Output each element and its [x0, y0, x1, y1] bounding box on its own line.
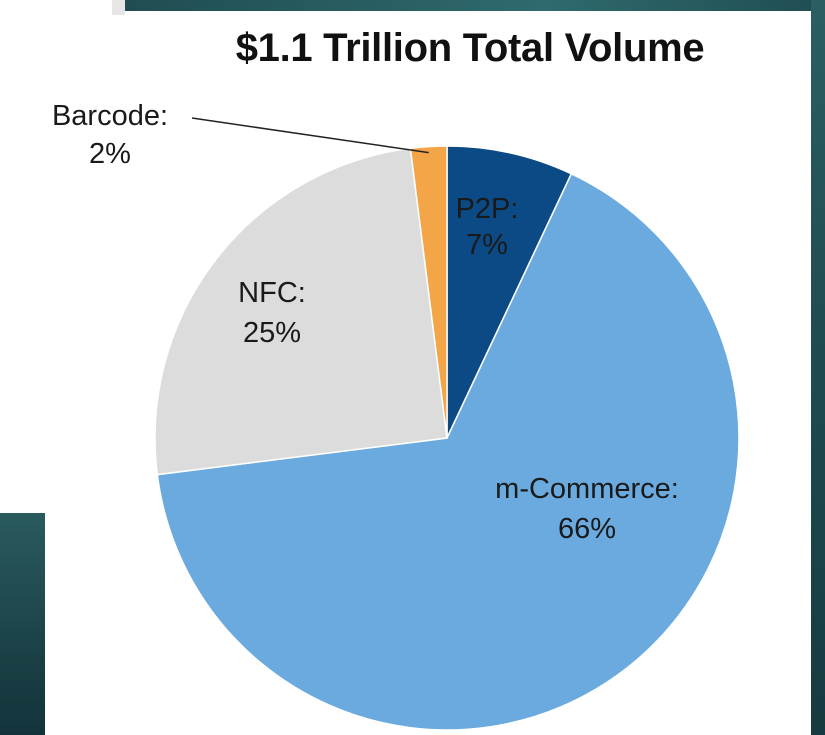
- chart-title: $1.1 Trillion Total Volume: [235, 26, 705, 70]
- pie-labels: P2P: 7% m-Commerce: 66% NFC: 25% Barcode: 2%: [52, 100, 679, 545]
- pie-slice-4: [409, 145, 448, 439]
- slide-edge-top-left: [112, 0, 125, 15]
- slice-percent-4: 2%: [89, 138, 131, 170]
- slide-edge-top: [125, 0, 825, 11]
- slice-label-1: P2P:: [456, 193, 519, 225]
- slice-percent-3: 25%: [243, 317, 301, 349]
- pie-slice-3: [154, 147, 448, 476]
- pie-slice-2: [156, 172, 740, 731]
- slice-percent-2: 66%: [558, 513, 616, 545]
- slice-label-3: NFC:: [238, 277, 306, 309]
- pie-slice-1: [446, 145, 573, 439]
- slide-edge-left: [0, 513, 45, 735]
- slice-label-2: m-Commerce:: [495, 473, 679, 505]
- slice-label-4: Barcode:: [52, 100, 168, 132]
- slice-percent-1: 7%: [466, 229, 508, 261]
- leader-lines: [191, 117, 429, 154]
- leader-line-4: [191, 117, 429, 154]
- pie-slices: [154, 145, 740, 731]
- slide-edge-right: [811, 0, 825, 735]
